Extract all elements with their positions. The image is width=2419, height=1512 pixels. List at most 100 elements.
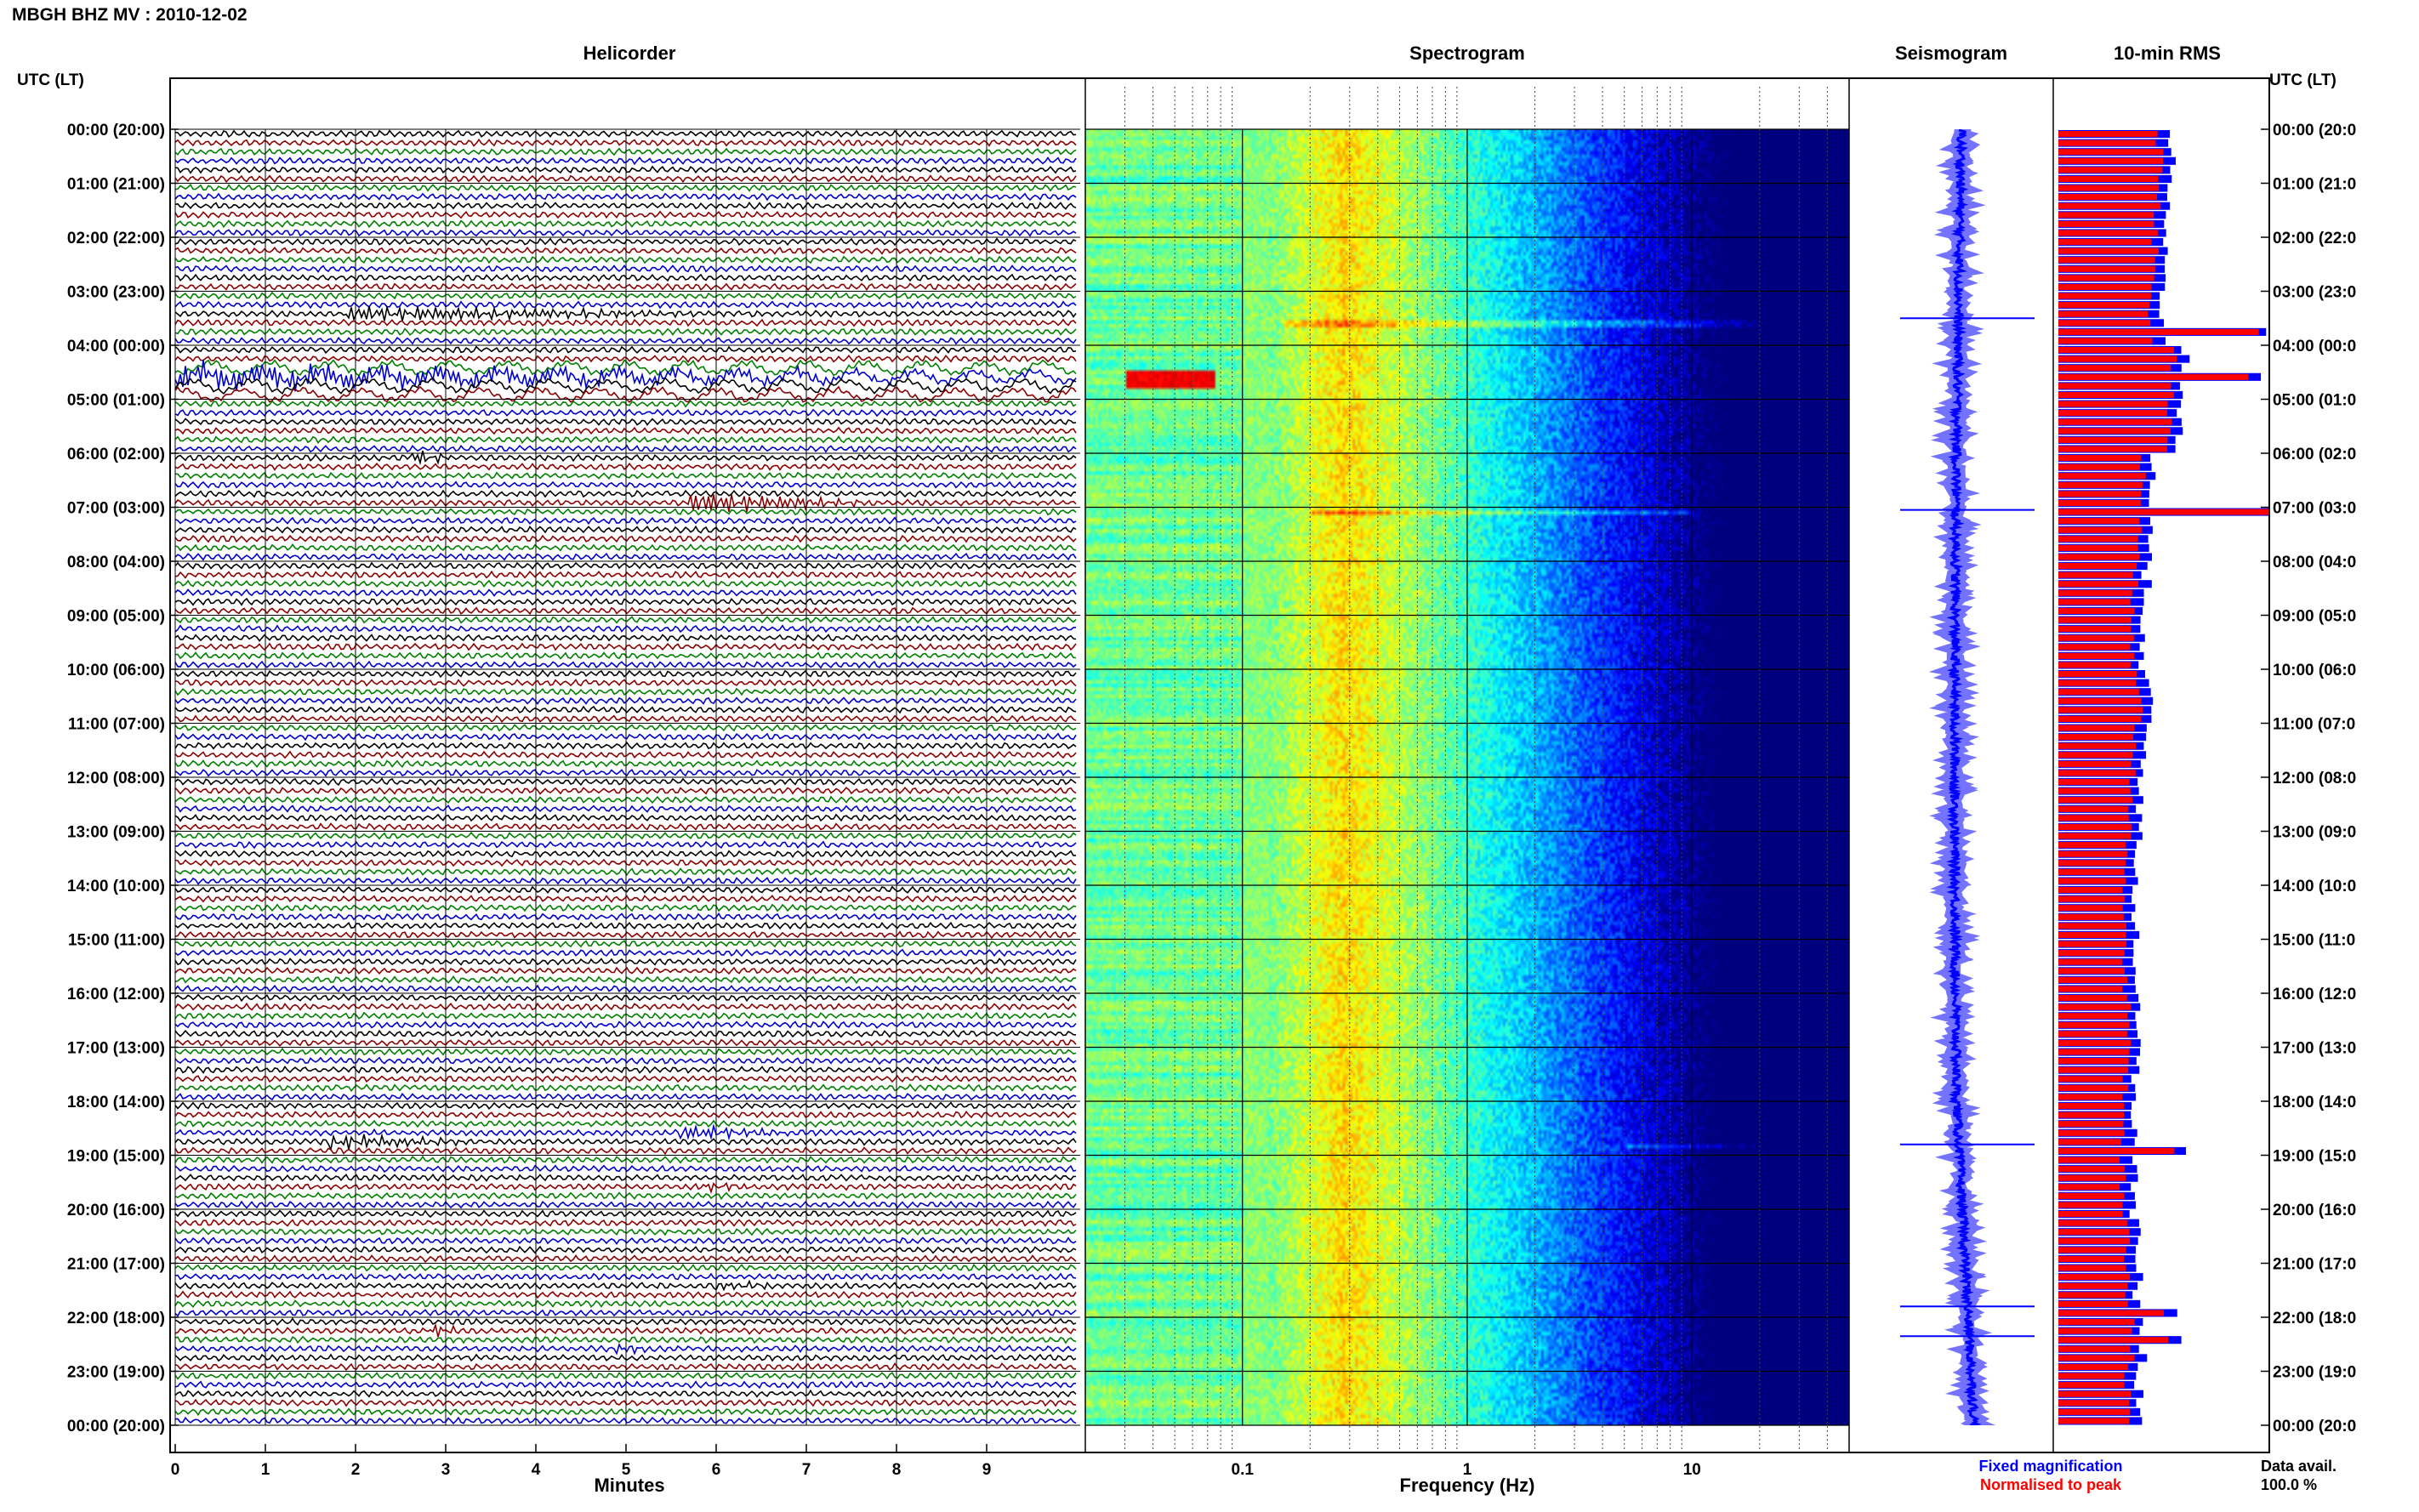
rms-bar-normalised	[2058, 149, 2164, 156]
rms-bar-normalised	[2058, 554, 2140, 560]
rms-bar-normalised	[2058, 815, 2129, 821]
time-tick-label-right: 11:00 (07:0	[2273, 716, 2355, 734]
time-tick-label-right: 21:00 (17:0	[2273, 1256, 2356, 1274]
time-tick-label-left: 10:00 (06:00)	[67, 662, 165, 679]
rms-bar-normalised	[2058, 338, 2153, 344]
rms-bar-normalised	[2058, 1174, 2126, 1181]
rms-bar-normalised	[2058, 805, 2129, 812]
rms-bar-normalised	[2058, 391, 2174, 398]
rms-bar-normalised	[2058, 581, 2139, 588]
time-tick-label-left: 11:00 (07:00)	[68, 716, 165, 734]
data-avail-label: Data avail.	[2261, 1458, 2336, 1475]
time-tick-label-right: 00:00 (20:0	[2273, 122, 2356, 139]
rms-bar-normalised	[2058, 428, 2171, 435]
rms-bar-normalised	[2058, 1310, 2164, 1316]
rms-bar-normalised	[2058, 1282, 2128, 1289]
rms-bar-normalised	[2058, 1319, 2135, 1326]
rms-bar-normalised	[2058, 202, 2161, 209]
rms-bar-normalised	[2058, 742, 2137, 749]
rms-bar-normalised	[2058, 1003, 2132, 1010]
rms-bar-normalised	[2058, 652, 2135, 659]
rms-bar-normalised	[2058, 752, 2133, 759]
rms-bar-normalised	[2058, 1337, 2168, 1344]
rms-bar-normalised	[2058, 950, 2125, 957]
rms-bar-normalised	[2058, 1408, 2131, 1415]
time-tick-label-right: 19:00 (15:0	[2273, 1148, 2356, 1166]
rms-bar-normalised	[2058, 526, 2143, 533]
time-tick-label-left: 01:00 (21:00)	[67, 176, 165, 194]
rms-bar-normalised	[2058, 779, 2130, 786]
time-tick-label-right: 07:00 (03:0	[2273, 500, 2356, 518]
time-tick-label-right: 00:00 (20:0	[2273, 1418, 2356, 1435]
rms-bar-normalised	[2058, 599, 2131, 605]
rms-bar-normalised	[2058, 571, 2133, 578]
time-tick-label-left: 21:00 (17:00)	[67, 1256, 165, 1274]
rms-bar-normalised	[2058, 1184, 2120, 1191]
rms-bar-normalised	[2058, 662, 2131, 668]
rms-bar-normalised	[2058, 1021, 2130, 1028]
rms-bar-normalised	[2058, 931, 2126, 938]
rms-bar-normalised	[2058, 1300, 2128, 1307]
rms-bar-normalised	[2058, 617, 2132, 623]
time-tick-label-right: 01:00 (21:0	[2273, 176, 2356, 194]
rms-bar-normalised	[2058, 1139, 2122, 1145]
time-tick-label-left: 12:00 (08:00)	[67, 770, 165, 787]
rms-bar-normalised	[2058, 157, 2163, 164]
minute-tick-label: 0	[171, 1461, 180, 1479]
rms-bar-normalised	[2058, 446, 2167, 452]
time-tick-label-left: 19:00 (15:00)	[67, 1148, 165, 1166]
rms-bar-normalised	[2058, 842, 2126, 849]
rms-bar-normalised	[2058, 689, 2139, 696]
rms-bar-normalised	[2058, 509, 2269, 515]
rms-bar-normalised	[2058, 220, 2154, 227]
minute-tick-label: 2	[351, 1461, 361, 1479]
rms-bar-normalised	[2058, 787, 2131, 794]
rms-bar-normalised	[2058, 347, 2175, 354]
rms-bar-normalised	[2058, 1237, 2131, 1244]
rms-bar-normalised	[2058, 823, 2132, 830]
rms-bar-normalised	[2058, 913, 2124, 920]
rms-bar-normalised	[2058, 1211, 2123, 1218]
time-tick-label-right: 06:00 (02:0	[2273, 446, 2356, 463]
time-tick-label-right: 13:00 (09:0	[2273, 824, 2356, 842]
rms-bar-normalised	[2058, 499, 2141, 506]
rms-bar-normalised	[2058, 1345, 2131, 1352]
rms-bar-normalised	[2058, 941, 2127, 947]
rms-bar-normalised	[2058, 355, 2177, 362]
rms-bar-normalised	[2058, 1363, 2129, 1370]
rms-bar-normalised	[2058, 1166, 2126, 1173]
rms-bar-normalised	[2058, 473, 2146, 480]
rms-bar-normalised	[2058, 320, 2151, 327]
rms-bar-normalised	[2058, 1327, 2132, 1334]
rms-bar-normalised	[2058, 328, 2259, 335]
frequency-tick-label: 10	[1683, 1461, 1701, 1479]
rms-bar-normalised	[2058, 265, 2156, 272]
minute-tick-label: 3	[441, 1461, 451, 1479]
rms-bar-normalised	[2058, 995, 2127, 1002]
panel-frames	[169, 77, 2270, 1453]
rms-bar-normalised	[2058, 1121, 2124, 1128]
rms-bar-normalised	[2058, 860, 2126, 867]
rms-bar-normalised	[2058, 1192, 2125, 1199]
time-tick-label-left: 13:00 (09:00)	[67, 824, 165, 842]
rms-bar-normalised	[2058, 1219, 2127, 1226]
time-tick-label-left: 08:00 (04:00)	[67, 554, 165, 571]
rms-bar-normalised	[2058, 1274, 2131, 1281]
rms-bar-normalised	[2058, 1400, 2130, 1407]
time-tick-label-right: 23:00 (19:0	[2273, 1364, 2356, 1382]
minute-tick-label: 1	[261, 1461, 270, 1479]
rms-bar-normalised	[2058, 1066, 2129, 1073]
rms-bar-normalised	[2058, 1247, 2126, 1253]
time-tick-label-left: 06:00 (02:00)	[67, 446, 165, 463]
rms-bar-normalised	[2058, 436, 2168, 443]
rms-bar-normalised	[2058, 212, 2154, 219]
rms-bar-normalised	[2058, 518, 2139, 525]
time-tick-label-left: 15:00 (11:00)	[68, 932, 165, 950]
rms-bar-normalised	[2058, 383, 2171, 389]
rms-bar-normalised	[2058, 247, 2159, 254]
time-tick-label-left: 05:00 (01:00)	[67, 392, 165, 410]
time-tick-label-left: 18:00 (14:00)	[67, 1094, 165, 1111]
rms-bar-normalised	[2058, 878, 2126, 884]
rms-bar-normalised	[2058, 1031, 2127, 1037]
rms-bar-normalised	[2058, 968, 2125, 975]
